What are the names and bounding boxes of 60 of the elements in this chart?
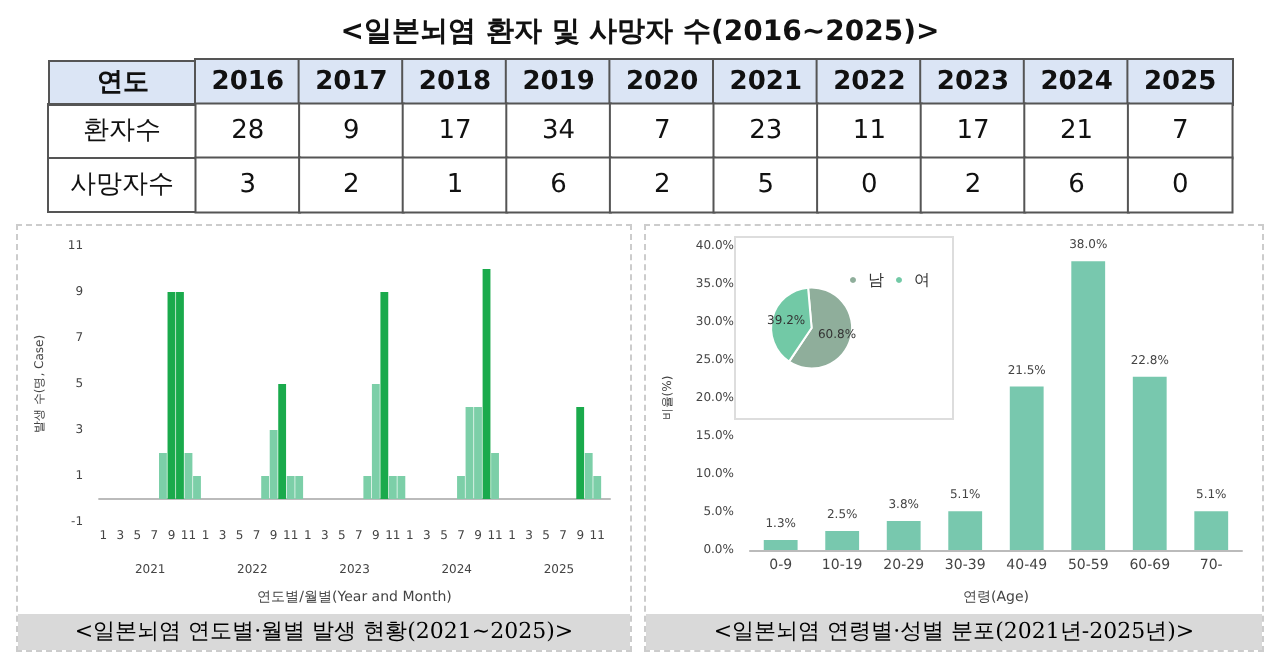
bar xyxy=(176,292,184,499)
bar xyxy=(1132,376,1167,550)
data-label: 5 xyxy=(757,170,775,200)
x-tick-label: 2017 xyxy=(315,67,388,97)
bar xyxy=(380,292,389,499)
legend-label: 여 xyxy=(914,271,930,289)
data-label: 0 xyxy=(1171,170,1189,200)
y-tick-label: 환자수 xyxy=(83,116,161,146)
data-label: 6 xyxy=(1068,170,1085,200)
x-tick-label: 2019 xyxy=(522,67,595,97)
data-label: 3 xyxy=(239,170,257,200)
y-tick-label: 사망자수 xyxy=(70,170,174,200)
text: <일본뇌염 연도별·월별 발생 현황(2021~2025)> xyxy=(18,614,630,650)
bar xyxy=(286,476,295,499)
bar xyxy=(948,511,983,550)
bar xyxy=(269,430,278,499)
x-tick-label: 2020 xyxy=(626,67,699,97)
data-label: 2 xyxy=(964,170,982,200)
x-tick-label: 2023 xyxy=(936,67,1010,97)
data-label: 21 xyxy=(1060,116,1094,146)
bar xyxy=(159,453,167,499)
bar xyxy=(278,384,287,499)
x-tick-label: 2021 xyxy=(729,67,802,97)
bar xyxy=(397,476,406,499)
bar xyxy=(295,476,304,499)
bar xyxy=(1194,511,1229,550)
bar xyxy=(763,540,798,550)
text: <일본뇌염 연령별·성별 분포(2021년-2025년)> xyxy=(646,614,1262,650)
data-label: 23 xyxy=(749,116,783,146)
data-label: 2 xyxy=(343,170,360,200)
data-label: 34 xyxy=(542,116,576,146)
bar xyxy=(1071,261,1106,550)
data-label: 17 xyxy=(956,116,990,146)
bar xyxy=(576,407,585,499)
bar xyxy=(474,407,482,499)
bar xyxy=(371,384,380,499)
x-tick-label: 2018 xyxy=(418,67,492,97)
data-label: 7 xyxy=(1171,116,1189,146)
data-label: 1 xyxy=(446,170,464,200)
x-axis-title: 연도 xyxy=(97,68,149,98)
data-label: 0 xyxy=(861,170,878,200)
bar xyxy=(491,453,499,499)
x-tick-label: 2022 xyxy=(833,67,906,97)
bar xyxy=(388,476,397,499)
x-tick-label: 2025 xyxy=(1144,67,1217,97)
data-label: 11 xyxy=(852,116,886,146)
chart-title: <일본뇌염 환자 및 사망자 수(2016~2025)> xyxy=(340,16,940,48)
data-label: 6 xyxy=(550,170,567,200)
data-label: 28 xyxy=(231,116,265,146)
data-label: 2 xyxy=(653,170,671,200)
x-tick-label: 2016 xyxy=(211,67,284,97)
legend-label: 남 xyxy=(868,271,884,289)
bar xyxy=(886,521,921,550)
data-label: 7 xyxy=(653,116,671,146)
bar xyxy=(825,531,860,550)
data-label: 9 xyxy=(343,116,360,146)
bar xyxy=(584,453,593,499)
bar xyxy=(1009,386,1044,550)
x-tick-label: 2024 xyxy=(1040,67,1113,97)
data-label: 17 xyxy=(438,116,472,146)
